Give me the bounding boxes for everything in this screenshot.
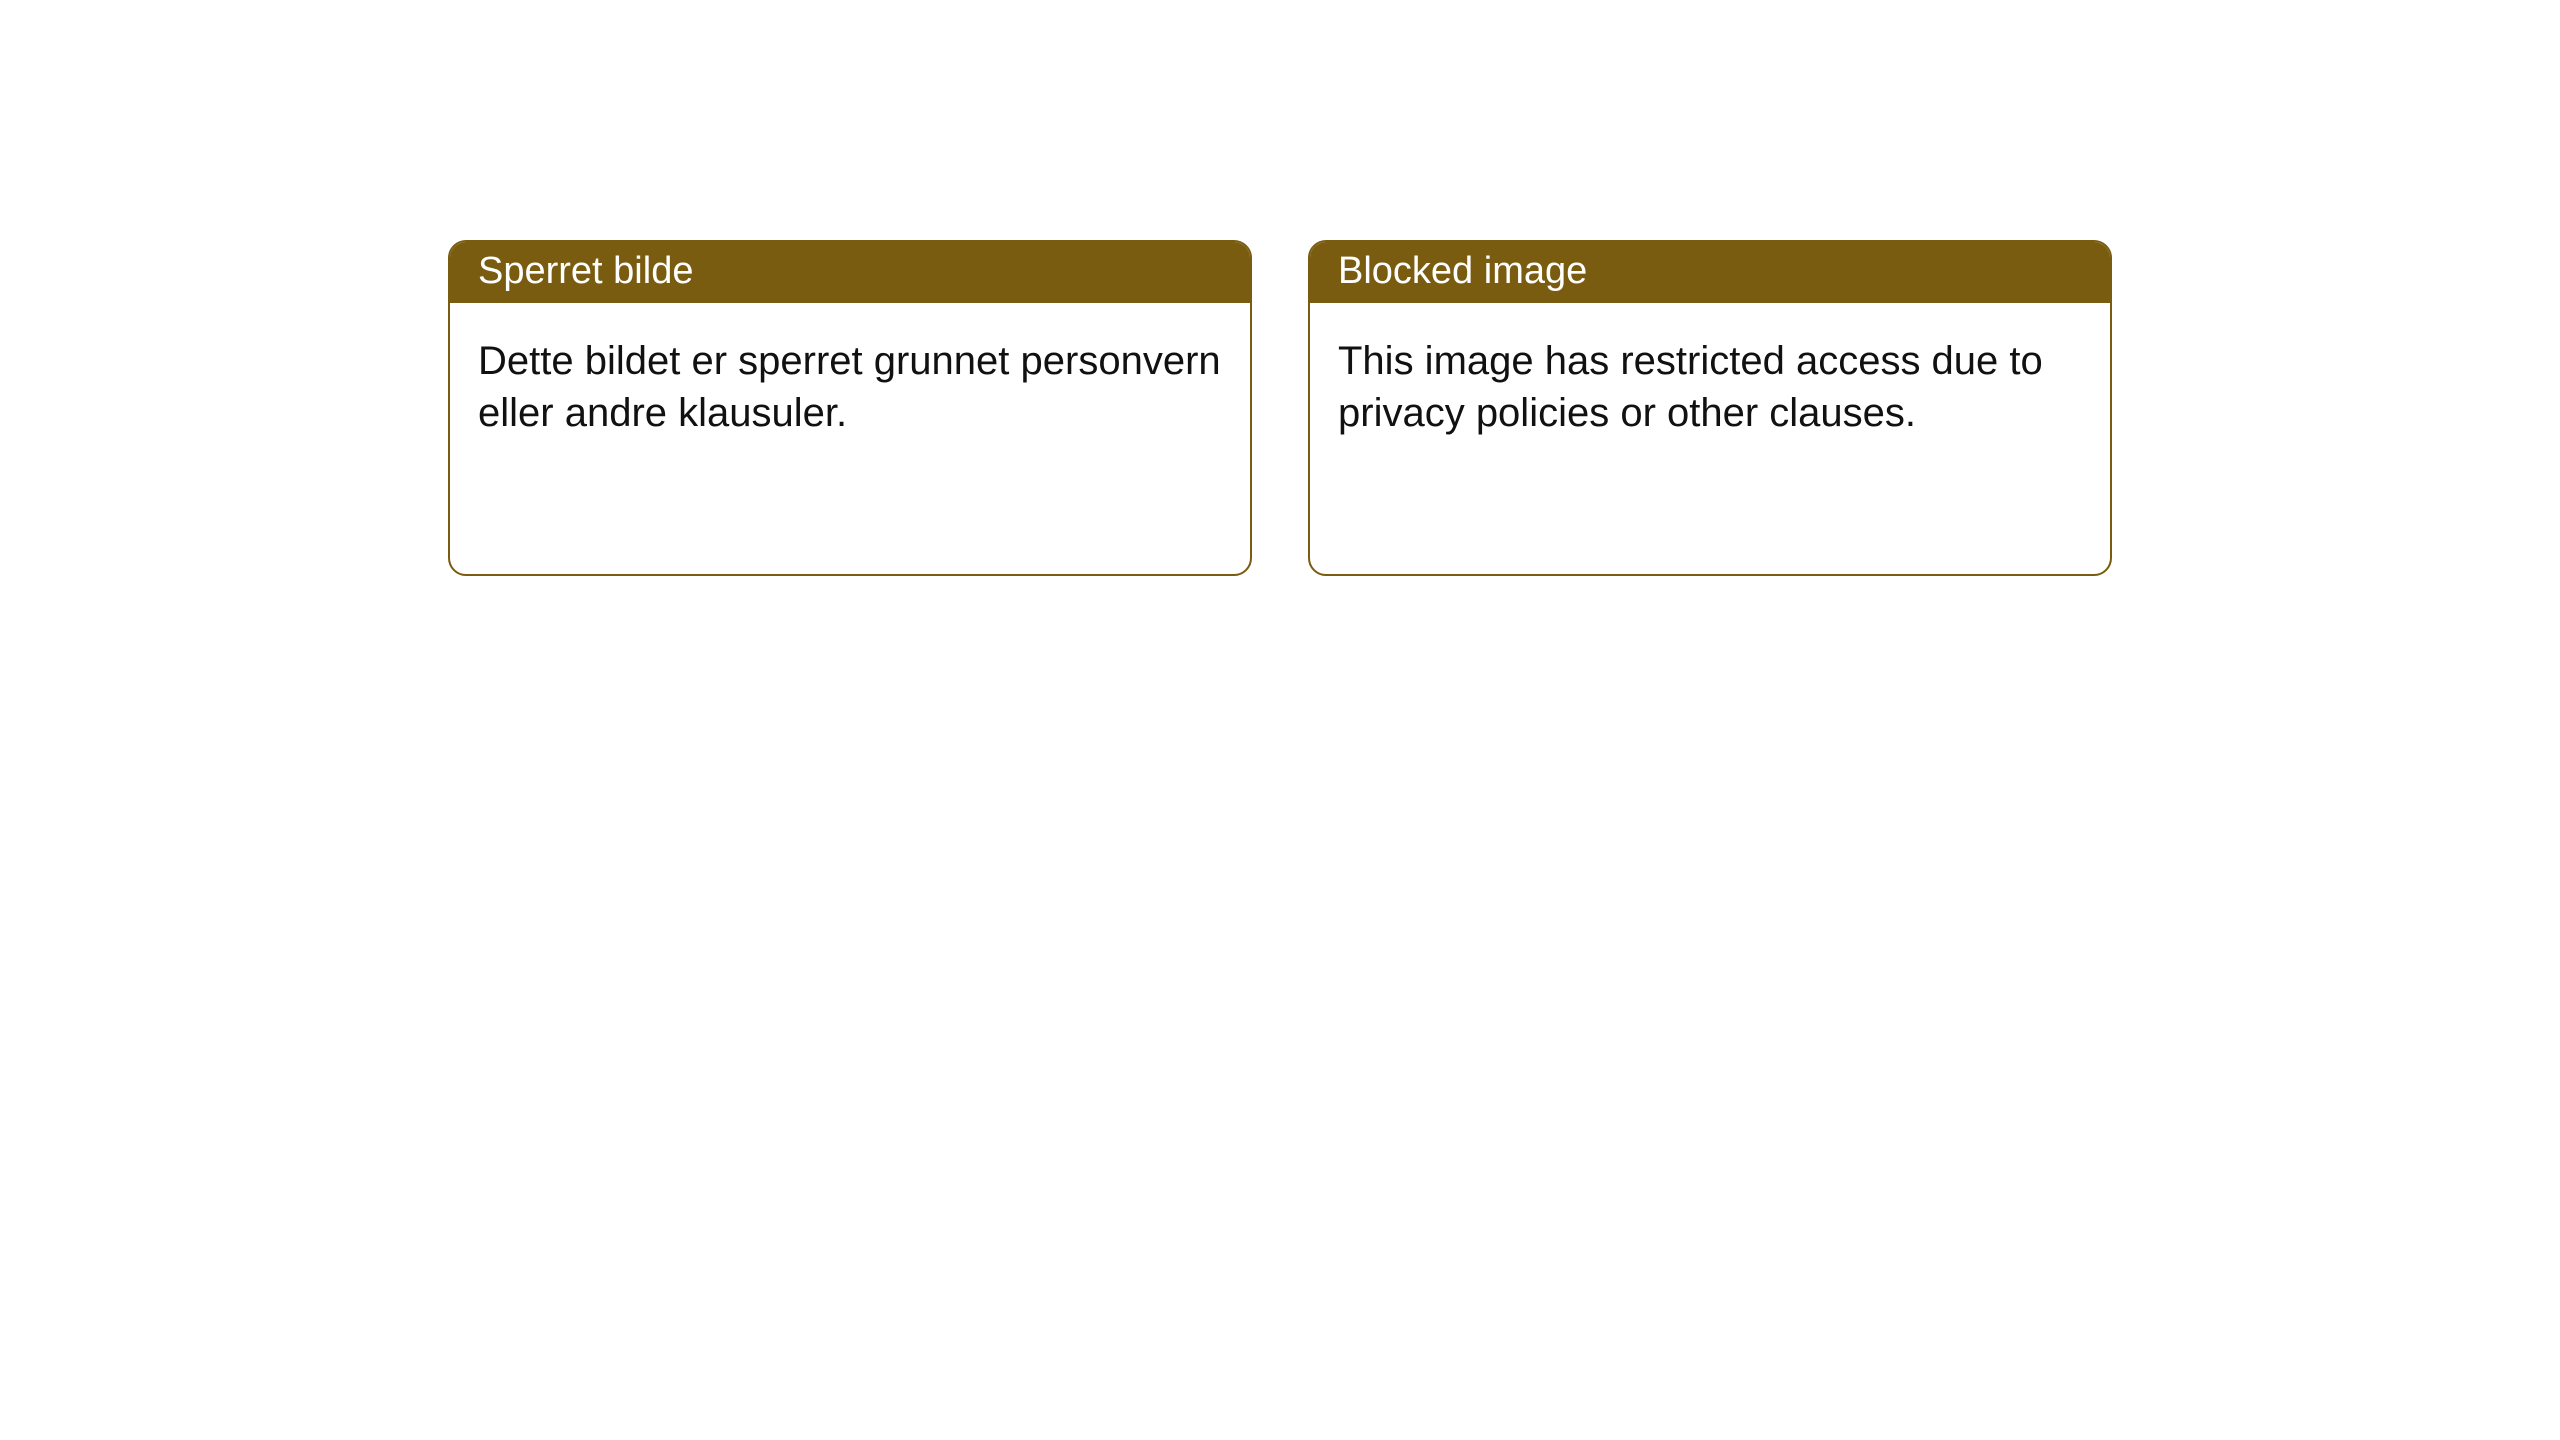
- notice-title-norwegian: Sperret bilde: [450, 242, 1250, 303]
- notice-body-norwegian: Dette bildet er sperret grunnet personve…: [450, 303, 1250, 467]
- notice-container: Sperret bilde Dette bildet er sperret gr…: [448, 240, 2112, 576]
- notice-body-english: This image has restricted access due to …: [1310, 303, 2110, 467]
- notice-card-english: Blocked image This image has restricted …: [1308, 240, 2112, 576]
- notice-card-norwegian: Sperret bilde Dette bildet er sperret gr…: [448, 240, 1252, 576]
- notice-title-english: Blocked image: [1310, 242, 2110, 303]
